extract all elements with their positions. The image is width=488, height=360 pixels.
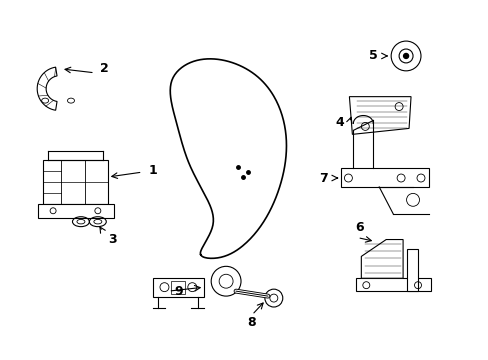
Text: 4: 4 [334,116,343,129]
Polygon shape [37,67,57,110]
Text: 6: 6 [354,221,363,234]
Polygon shape [361,239,402,278]
FancyBboxPatch shape [341,168,428,187]
Text: 1: 1 [148,163,157,176]
Polygon shape [349,96,410,134]
FancyBboxPatch shape [171,281,185,294]
FancyBboxPatch shape [43,160,107,204]
Circle shape [403,54,408,58]
Text: 2: 2 [100,62,109,75]
Text: 9: 9 [174,285,183,298]
FancyBboxPatch shape [152,278,204,297]
Text: 8: 8 [247,316,256,329]
FancyBboxPatch shape [356,278,430,291]
Text: 7: 7 [319,171,327,185]
Text: 5: 5 [368,49,377,63]
Text: 3: 3 [108,233,117,246]
FancyBboxPatch shape [406,249,417,291]
FancyBboxPatch shape [38,204,114,218]
